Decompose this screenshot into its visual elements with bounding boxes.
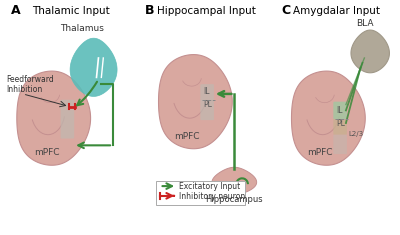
Text: B: B (145, 4, 154, 17)
Polygon shape (212, 167, 257, 194)
Text: Excitatory Input: Excitatory Input (179, 182, 240, 191)
Text: Hippocampus: Hippocampus (206, 195, 263, 204)
Text: IL: IL (336, 106, 343, 115)
FancyBboxPatch shape (200, 84, 214, 120)
FancyBboxPatch shape (60, 100, 74, 139)
Text: Hippocampal Input: Hippocampal Input (157, 6, 256, 16)
Text: PL: PL (336, 119, 345, 128)
Text: Amygdalar Input: Amygdalar Input (292, 6, 380, 16)
Polygon shape (158, 55, 232, 149)
Text: A: A (11, 4, 21, 17)
FancyBboxPatch shape (333, 135, 347, 154)
Text: mPFC: mPFC (307, 148, 333, 157)
Polygon shape (17, 71, 90, 165)
Text: mPFC: mPFC (174, 132, 200, 141)
Text: IL: IL (203, 87, 210, 96)
Text: Inhibitory neuron: Inhibitory neuron (179, 192, 245, 201)
Text: BLA: BLA (356, 19, 374, 28)
Polygon shape (70, 38, 117, 96)
Polygon shape (292, 71, 365, 165)
Text: PL: PL (203, 99, 212, 109)
Text: Feedforward
Inhibition: Feedforward Inhibition (6, 74, 54, 94)
Text: C: C (281, 4, 290, 17)
Text: mPFC: mPFC (34, 148, 60, 157)
FancyBboxPatch shape (333, 102, 347, 119)
Text: Thalamic Input: Thalamic Input (32, 6, 110, 16)
Polygon shape (351, 30, 390, 73)
FancyBboxPatch shape (156, 181, 245, 204)
Text: L2/3: L2/3 (348, 131, 363, 137)
Text: Thalamus: Thalamus (60, 24, 104, 33)
FancyBboxPatch shape (333, 119, 347, 135)
